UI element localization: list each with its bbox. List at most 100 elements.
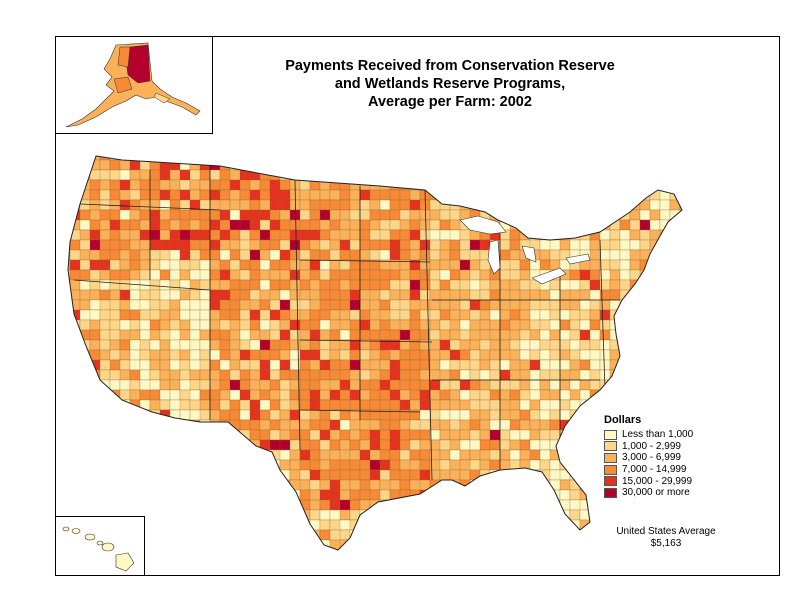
county-cell	[399, 219, 411, 231]
county-cell	[639, 219, 651, 231]
county-cell	[489, 189, 501, 201]
county-cell	[199, 489, 211, 501]
county-cell	[289, 399, 301, 411]
county-cell	[599, 179, 611, 191]
county-cell	[359, 329, 371, 341]
county-cell	[339, 459, 351, 471]
county-cell	[299, 389, 311, 401]
county-cell	[649, 319, 661, 331]
county-cell	[669, 359, 681, 371]
county-cell	[169, 339, 181, 351]
county-cell	[99, 156, 111, 161]
county-cell	[329, 289, 341, 301]
county-cell	[129, 529, 141, 541]
county-cell	[469, 189, 481, 201]
county-cell	[249, 199, 261, 211]
county-cell	[649, 159, 671, 171]
county-cell	[609, 309, 631, 321]
county-cell	[659, 339, 671, 351]
county-cell	[299, 199, 311, 211]
county-cell	[239, 489, 251, 501]
title-line-2: and Wetlands Reserve Programs,	[334, 76, 566, 92]
county-cell	[679, 179, 682, 191]
county-cell	[569, 339, 581, 351]
county-cell	[569, 239, 581, 251]
county-cell	[289, 389, 301, 401]
county-cell	[599, 159, 611, 171]
county-cell	[469, 249, 481, 261]
county-cell	[479, 289, 491, 301]
county-cell	[619, 159, 641, 171]
county-cell	[690, 230, 700, 240]
county-cell	[209, 509, 231, 521]
us-average-value: $5,163	[650, 538, 682, 549]
county-cell	[409, 209, 421, 221]
county-cell	[399, 449, 411, 461]
county-cell	[209, 539, 231, 550]
conus-map	[67, 155, 700, 551]
county-cell	[139, 169, 151, 181]
county-cell	[179, 459, 191, 471]
county-cell	[109, 289, 121, 301]
county-cell	[379, 189, 391, 201]
county-cell	[409, 449, 421, 461]
county-cell	[149, 449, 161, 461]
county-cell	[349, 419, 361, 431]
county-cell	[469, 259, 481, 271]
county-cell	[159, 179, 171, 191]
county-cell	[319, 459, 331, 471]
county-cell	[109, 319, 121, 331]
county-cell	[279, 339, 291, 351]
county-cell	[139, 239, 151, 251]
county-cell	[68, 239, 71, 251]
county-cell	[219, 549, 231, 550]
county-cell	[599, 209, 621, 221]
county-cell	[259, 299, 271, 311]
county-cell	[679, 189, 682, 201]
county-cell	[439, 169, 451, 181]
county-cell	[199, 339, 211, 351]
county-cell	[209, 449, 221, 461]
county-cell	[489, 319, 501, 331]
county-cell	[329, 379, 341, 391]
county-cell	[559, 156, 581, 161]
county-cell	[309, 159, 331, 171]
county-cell	[579, 179, 591, 191]
conus-outline	[67, 155, 683, 551]
county-cell	[239, 219, 251, 231]
county-cell	[589, 459, 601, 471]
county-cell	[239, 209, 251, 221]
county-cell	[209, 489, 221, 501]
county-cell	[549, 519, 561, 531]
county-cell	[359, 229, 371, 241]
county-cell	[99, 259, 111, 271]
county-cell	[339, 309, 351, 321]
county-cell	[279, 279, 291, 291]
county-cell	[369, 279, 381, 291]
county-cell	[69, 509, 81, 521]
county-cell	[499, 289, 511, 301]
county-cell	[679, 549, 682, 550]
county-cell	[479, 319, 491, 331]
county-cell	[569, 299, 581, 311]
county-cell	[68, 399, 71, 411]
county-cell	[619, 299, 641, 311]
county-cell	[399, 479, 411, 491]
county-cell	[539, 459, 551, 471]
county-cell	[479, 369, 491, 381]
county-cell	[449, 449, 461, 461]
county-cell	[199, 269, 211, 281]
county-cell	[659, 319, 671, 331]
county-cell	[329, 489, 341, 501]
county-cell	[69, 239, 81, 251]
county-cell	[629, 499, 641, 511]
county-cell	[609, 319, 631, 331]
county-cell	[509, 479, 521, 491]
county-cell	[309, 429, 321, 441]
county-cell	[219, 459, 231, 471]
county-cell	[239, 289, 251, 301]
county-cell	[119, 519, 131, 531]
county-cell	[369, 489, 381, 501]
county-cell	[99, 439, 121, 451]
county-cell	[690, 190, 700, 200]
